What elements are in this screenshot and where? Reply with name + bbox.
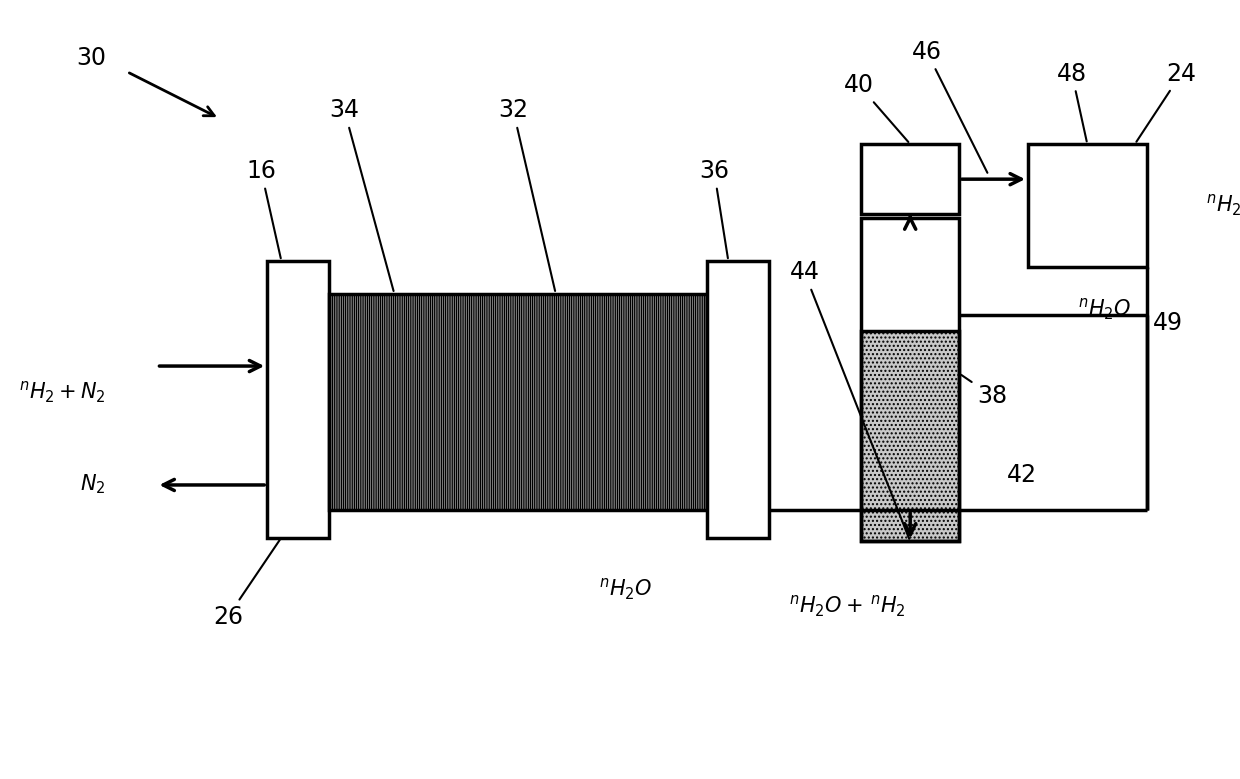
Text: 46: 46 [911,40,987,173]
Text: 44: 44 [790,260,909,539]
Bar [1028,144,1147,267]
Text: $^{n}H_2O$: $^{n}H_2O$ [599,576,652,602]
Text: 36: 36 [699,159,729,258]
Text: 32: 32 [498,98,556,291]
Bar [267,261,329,538]
Text: 26: 26 [213,540,280,629]
Bar [862,331,959,541]
Text: 24: 24 [1136,62,1197,142]
Text: $^{n}H_2$: $^{n}H_2$ [1207,192,1240,217]
Text: 16: 16 [247,159,280,259]
Text: 42: 42 [1007,464,1037,487]
Text: 49: 49 [1153,311,1183,335]
Bar [707,261,769,538]
Bar [862,218,959,541]
Text: $N_2$: $N_2$ [79,473,105,496]
Text: $^{n}H_2 + N_2$: $^{n}H_2 + N_2$ [19,379,105,404]
Bar [329,294,707,510]
Text: $^{n}H_2O + \,^{n}H_2$: $^{n}H_2O + \,^{n}H_2$ [789,594,905,619]
Text: 40: 40 [844,73,909,142]
Text: 38: 38 [961,375,1007,407]
Text: 34: 34 [330,98,393,291]
Text: 30: 30 [77,46,107,70]
Text: $^{n}H_2O$: $^{n}H_2O$ [1078,297,1131,322]
Text: 48: 48 [1056,62,1087,142]
Bar [862,144,959,214]
